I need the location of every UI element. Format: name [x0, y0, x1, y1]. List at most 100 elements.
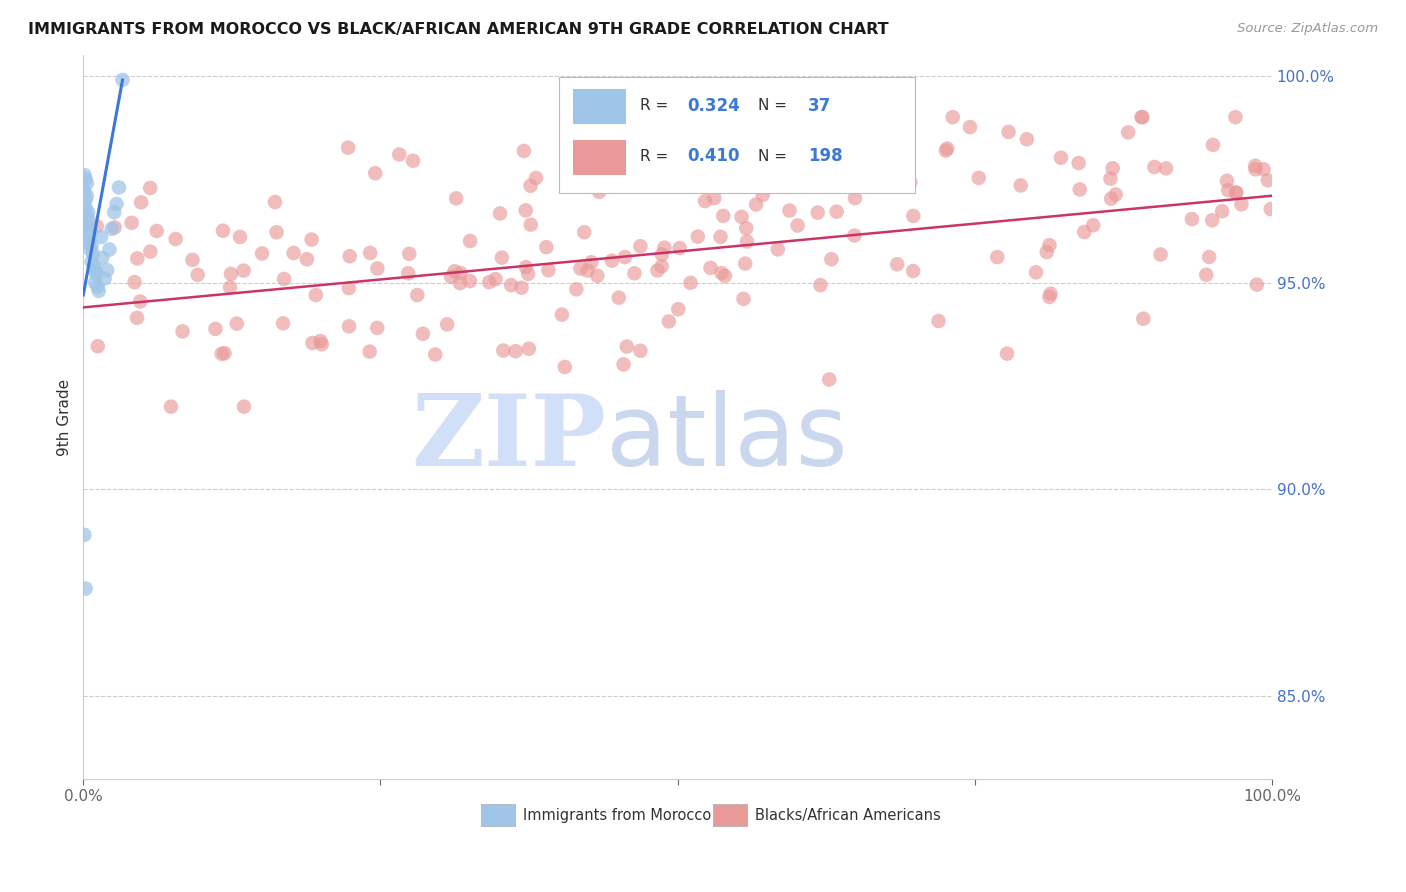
Point — [264, 195, 287, 210]
Point — [751, 187, 773, 202]
Point — [86, 268, 108, 282]
Point — [105, 197, 128, 211]
Point — [928, 314, 950, 328]
Text: 0.410: 0.410 — [688, 147, 740, 165]
Point — [73, 168, 96, 182]
Point — [613, 358, 636, 372]
Point — [623, 266, 645, 280]
Point — [139, 244, 162, 259]
Point — [77, 222, 100, 236]
Y-axis label: 9th Grade: 9th Grade — [58, 378, 72, 456]
Point — [87, 284, 110, 298]
Point — [942, 110, 965, 124]
Point — [436, 318, 458, 332]
Point — [734, 256, 756, 270]
Point — [995, 346, 1018, 360]
Point — [576, 263, 599, 277]
Point — [77, 205, 100, 219]
Point — [565, 282, 588, 296]
Point — [412, 326, 434, 341]
Point — [76, 188, 98, 202]
Point — [79, 226, 101, 240]
Point — [440, 269, 463, 284]
Point — [212, 224, 235, 238]
Point — [104, 220, 127, 235]
Point — [844, 228, 866, 243]
Point — [458, 234, 481, 248]
Point — [651, 247, 673, 261]
Point — [574, 225, 596, 239]
Point — [586, 268, 609, 283]
Point — [449, 276, 471, 290]
FancyBboxPatch shape — [574, 89, 627, 124]
Point — [862, 137, 884, 152]
Point — [489, 206, 512, 220]
Point — [309, 334, 332, 348]
Point — [1211, 204, 1233, 219]
Text: N =: N = — [758, 149, 793, 164]
Point — [1101, 161, 1123, 176]
Point — [1099, 171, 1122, 186]
Point — [311, 337, 333, 351]
Point — [458, 274, 481, 288]
Point — [1035, 245, 1057, 260]
Point — [402, 153, 425, 168]
Point — [654, 241, 676, 255]
Point — [959, 120, 981, 135]
Point — [478, 275, 501, 289]
Point — [901, 264, 924, 278]
Point — [103, 205, 125, 219]
Point — [339, 249, 361, 263]
Point — [735, 235, 758, 249]
Point — [388, 147, 411, 161]
Point — [76, 177, 98, 191]
Point — [129, 294, 152, 309]
Point — [735, 178, 758, 192]
Point — [513, 144, 536, 158]
Point — [1181, 212, 1204, 227]
Point — [1257, 173, 1279, 187]
Point — [76, 210, 98, 224]
Point — [808, 278, 831, 293]
Text: IMMIGRANTS FROM MOROCCO VS BLACK/AFRICAN AMERICAN 9TH GRADE CORRELATION CHART: IMMIGRANTS FROM MOROCCO VS BLACK/AFRICAN… — [28, 22, 889, 37]
Point — [124, 275, 146, 289]
Point — [668, 241, 690, 255]
Point — [898, 175, 921, 189]
Point — [1143, 160, 1166, 174]
Point — [77, 234, 100, 248]
Point — [337, 319, 360, 334]
Point — [121, 216, 143, 230]
Point — [596, 140, 619, 154]
Point — [93, 271, 115, 285]
Point — [84, 276, 107, 290]
Point — [807, 205, 830, 219]
Point — [337, 281, 360, 295]
Point — [1038, 290, 1060, 304]
Point — [73, 528, 96, 542]
Point — [225, 317, 247, 331]
Point — [273, 272, 295, 286]
Point — [536, 240, 558, 254]
Point — [1039, 286, 1062, 301]
Point — [79, 243, 101, 257]
Point — [165, 232, 187, 246]
Point — [766, 243, 789, 257]
Point — [1067, 156, 1090, 170]
Point — [801, 169, 824, 184]
Point — [75, 201, 97, 215]
Point — [1260, 202, 1282, 216]
Text: atlas: atlas — [606, 390, 848, 487]
Point — [125, 310, 148, 325]
Point — [613, 250, 636, 264]
Point — [172, 325, 194, 339]
Point — [484, 272, 506, 286]
Point — [825, 204, 848, 219]
Point — [301, 233, 323, 247]
Text: R =: R = — [640, 98, 672, 113]
Point — [75, 582, 97, 596]
Point — [519, 218, 541, 232]
Text: Source: ZipAtlas.com: Source: ZipAtlas.com — [1237, 22, 1378, 36]
Point — [1083, 219, 1105, 233]
Point — [295, 252, 318, 267]
Point — [283, 246, 305, 260]
